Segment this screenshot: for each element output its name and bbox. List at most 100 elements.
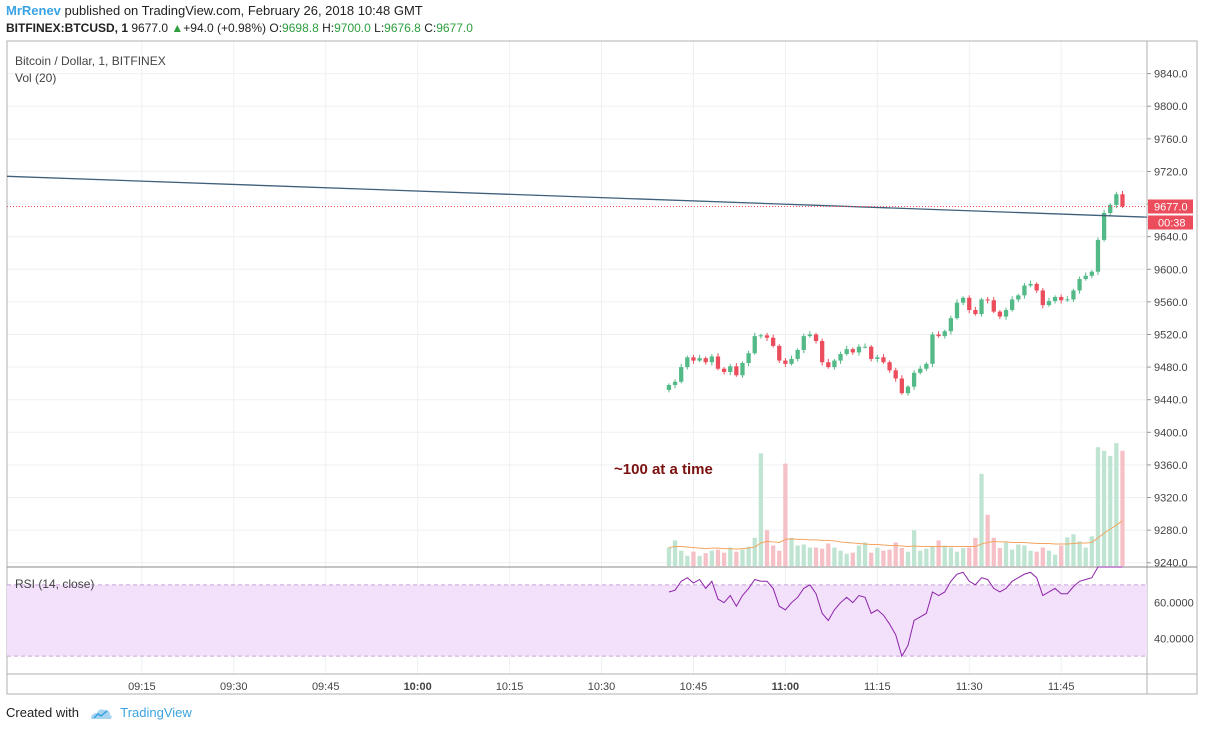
axes: 09:15 09:30 09:45 10:00 10:15 10:30 10:45 11:00… — [128, 69, 1194, 693]
candle-body — [1077, 279, 1082, 291]
time-tick-label: 11:45 — [1048, 681, 1075, 693]
rsi-label: RSI (14, close) — [15, 577, 94, 591]
candle-body — [672, 381, 678, 386]
countdown-label: 00:38 — [1158, 217, 1186, 229]
candle-body — [789, 358, 794, 364]
volume-bar — [1028, 550, 1033, 566]
candle-body — [783, 360, 788, 364]
tradingview-logo-icon — [90, 708, 112, 719]
candle-body — [1059, 296, 1064, 301]
candle-body — [1101, 213, 1107, 240]
price-change: +94.0 (+0.98%) — [183, 21, 267, 35]
candle-body — [801, 336, 806, 350]
rsi-band — [7, 584, 1147, 657]
high-label: H: — [322, 21, 335, 35]
last-price: 9677.0 — [131, 21, 169, 35]
candle-body — [1114, 194, 1119, 205]
volume-bar — [930, 546, 935, 566]
volume-bar — [789, 537, 794, 566]
candle-body — [1083, 275, 1088, 280]
symbol-info: BITFINEX:BTCUSD, 1 9677.0 ▲+94.0 (+0.98%… — [6, 21, 473, 35]
trendline — [6, 175, 1148, 218]
candle-body — [862, 346, 868, 348]
volume-bar — [960, 548, 966, 566]
candle-body — [728, 366, 733, 372]
candle-body — [1010, 299, 1015, 311]
candle-body — [869, 346, 874, 359]
candle-body — [856, 346, 862, 353]
chart-title: Bitcoin / Dollar, 1, BITFINEX — [15, 54, 166, 68]
time-tick-label: 10:45 — [680, 681, 708, 693]
volume-bar — [985, 514, 990, 566]
volume-bar — [1052, 554, 1058, 566]
volume-bar — [740, 549, 745, 566]
price-tick-label: 9760.0 — [1154, 134, 1188, 146]
price-tick-label: 9800.0 — [1154, 101, 1188, 113]
volume-bar — [770, 545, 776, 566]
volume-bar — [752, 537, 757, 566]
volume-bar — [887, 549, 892, 566]
volume-bar — [709, 550, 714, 566]
candle-body — [1071, 290, 1076, 300]
tradingview-link[interactable]: TradingView — [120, 705, 192, 720]
volume-bar — [721, 552, 727, 566]
volume-bar — [734, 551, 739, 566]
time-tick-label: 11:30 — [956, 681, 983, 693]
up-arrow-icon: ▲ — [171, 21, 184, 35]
symbol-name[interactable]: BITFINEX:BTCUSD, 1 — [6, 21, 129, 35]
volume-bar — [758, 453, 764, 566]
volume-bar — [838, 550, 843, 566]
published-text: published on TradingView.com, February 2… — [64, 3, 423, 18]
candle-body — [1046, 301, 1052, 306]
price-tick-label: 9240.0 — [1154, 558, 1188, 570]
volume-bar — [1101, 450, 1107, 566]
footer: Created with TradingView — [6, 705, 192, 721]
volume-bar — [1108, 455, 1113, 566]
volume-bar — [728, 547, 733, 566]
candle-body — [1095, 239, 1101, 272]
chart-canvas[interactable]: 09:15 09:30 09:45 10:00 10:15 10:30 10:45 11:00… — [0, 0, 1205, 700]
close-value: 9677.0 — [436, 21, 473, 35]
volume-bar — [881, 550, 886, 566]
volume-bar — [1022, 545, 1027, 566]
price-tick-label: 9640.0 — [1154, 232, 1188, 244]
candle-body — [813, 334, 819, 341]
candle-body — [893, 370, 898, 379]
candle-body — [1028, 283, 1033, 286]
candle-body — [758, 335, 764, 337]
publisher-link[interactable]: MrRenev — [6, 3, 61, 18]
volume-bar — [1046, 550, 1052, 566]
volume-bar — [666, 547, 672, 566]
price-tick-label: 9720.0 — [1154, 166, 1188, 178]
candle-body — [734, 366, 739, 376]
candle-body — [887, 362, 892, 371]
volume-bar — [979, 473, 984, 566]
volume-bar — [893, 542, 898, 566]
volume-bar — [936, 540, 941, 566]
volume-bar — [832, 547, 837, 566]
volume-bar — [991, 537, 996, 566]
candle-body — [709, 356, 714, 363]
publish-info: MrRenev published on TradingView.com, Fe… — [6, 3, 423, 18]
candle-body — [1108, 204, 1113, 214]
candle-body — [764, 335, 770, 338]
volume-bar — [826, 543, 831, 566]
volume-bar — [1071, 534, 1076, 566]
candle-body — [691, 357, 696, 361]
volume-bar — [813, 547, 819, 566]
candle-body — [770, 337, 776, 346]
close-label: C: — [424, 21, 437, 35]
volume-bar — [801, 544, 806, 566]
price-tick-label: 9320.0 — [1154, 493, 1188, 505]
volume-bar — [899, 548, 904, 566]
last-price-badge — [1148, 199, 1193, 214]
price-tick-label: 9600.0 — [1154, 264, 1188, 276]
volume-bar — [679, 550, 684, 566]
candle-body — [905, 386, 911, 394]
candle-body — [715, 356, 721, 369]
volume-bar — [1040, 547, 1045, 566]
candle-body — [973, 310, 978, 315]
volume-bar — [1059, 545, 1064, 566]
candle-body — [752, 336, 757, 354]
candles — [666, 191, 1125, 396]
